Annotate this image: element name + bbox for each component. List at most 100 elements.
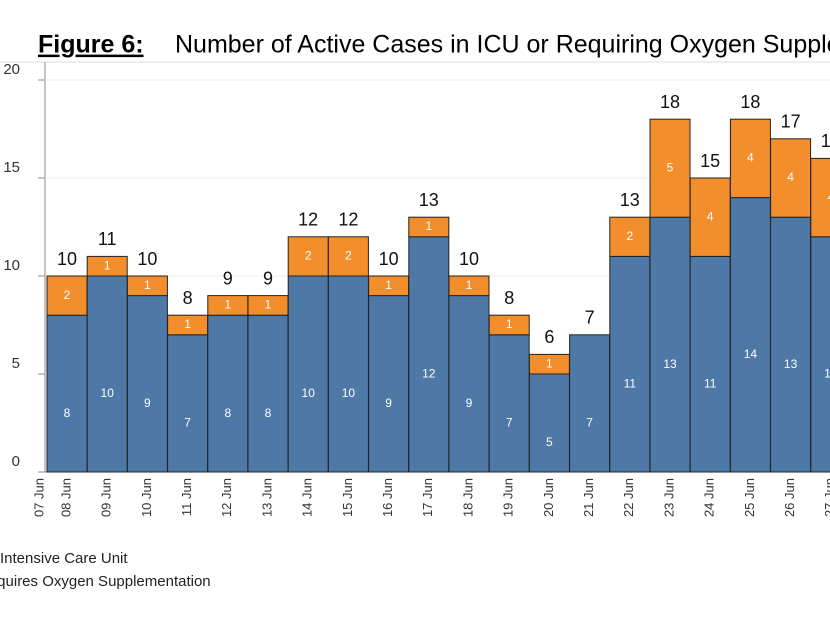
bar-segment <box>729 197 771 473</box>
segment-label: 9 <box>466 396 473 410</box>
y-tick-label: 15 <box>3 159 20 176</box>
segment-label: 1 <box>104 258 111 272</box>
bar-segment <box>528 373 570 473</box>
segment-label: 2 <box>64 288 71 302</box>
x-tick-label: 15 Jun <box>340 478 355 517</box>
bar-segment <box>408 236 450 473</box>
x-tick-label: 07 Jun <box>31 478 46 517</box>
bar-segment <box>86 275 128 473</box>
bar-segment <box>569 334 611 473</box>
x-tick-label: 20 Jun <box>541 478 556 517</box>
x-tick-label: 23 Jun <box>661 478 676 517</box>
chart-title: Number of Active Cases in ICU or Requiri… <box>175 31 830 59</box>
x-tick-label: 17 Jun <box>420 478 435 517</box>
x-tick-label: 22 Jun <box>621 478 636 517</box>
segment-label: 7 <box>586 416 593 430</box>
bar-segment <box>729 118 771 199</box>
y-tick-label: 10 <box>3 257 20 274</box>
y-tick-label: 0 <box>12 453 20 470</box>
x-tick-label: 09 Jun <box>99 478 114 517</box>
bar-segment <box>287 275 329 473</box>
segment-label: 13 <box>663 357 677 371</box>
total-label: 13 <box>419 190 439 210</box>
segment-label: 8 <box>224 406 231 420</box>
legend-label: Requires Oxygen Supplementation <box>0 573 211 590</box>
bar-segment <box>167 334 209 473</box>
x-tick-label: 25 Jun <box>742 478 757 517</box>
segment-label: 11 <box>624 376 637 390</box>
bar-segment <box>770 138 812 218</box>
segment-label: 11 <box>704 376 717 390</box>
segment-label: 10 <box>101 386 115 400</box>
segment-label: 1 <box>184 317 191 331</box>
bar-segment <box>126 275 168 297</box>
x-tick-label: 14 Jun <box>300 478 315 517</box>
total-label: 16 <box>821 131 830 151</box>
x-tick-label: 12 Jun <box>219 478 234 517</box>
segment-label: 14 <box>744 347 758 361</box>
segment-label: 4 <box>747 151 754 165</box>
bar-segment <box>649 216 691 473</box>
total-label: 10 <box>379 249 399 269</box>
segment-label: 1 <box>506 317 513 331</box>
segment-label: 9 <box>385 396 392 410</box>
bar-segment <box>247 314 289 473</box>
segment-label: 5 <box>667 160 674 174</box>
total-label: 12 <box>298 210 318 230</box>
bar-segment <box>689 177 731 257</box>
segment-label: 8 <box>64 406 71 420</box>
total-label: 15 <box>700 151 720 171</box>
bar-segment <box>488 334 530 473</box>
x-tick-label: 19 Jun <box>501 478 516 517</box>
total-label: 10 <box>459 249 479 269</box>
segment-label: 2 <box>305 249 312 263</box>
x-tick-label: 21 Jun <box>581 478 596 517</box>
legend-label: Intensive Care Unit <box>0 550 128 567</box>
bar-segment <box>770 216 812 473</box>
total-label: 18 <box>660 92 680 112</box>
total-label: 9 <box>223 268 233 288</box>
total-label: 11 <box>98 229 117 249</box>
bar-segment <box>86 255 128 277</box>
segment-label: 12 <box>422 367 436 381</box>
segment-label: 4 <box>827 190 830 204</box>
x-tick-label: 18 Jun <box>460 478 475 517</box>
bar-segment <box>448 275 490 297</box>
segment-label: 1 <box>265 298 272 312</box>
segment-label: 10 <box>342 386 356 400</box>
bar-segment <box>327 275 369 473</box>
segment-label: 8 <box>265 406 272 420</box>
bar-segment <box>609 255 651 473</box>
y-tick-label: 20 <box>3 61 20 78</box>
total-label: 8 <box>183 288 193 308</box>
total-label: 12 <box>338 210 358 230</box>
segment-label: 7 <box>184 416 191 430</box>
bar-segment <box>46 314 88 473</box>
bar-segment <box>448 295 490 473</box>
segment-label: 4 <box>787 170 794 184</box>
x-tick-label: 26 Jun <box>782 478 797 517</box>
bar-segment <box>46 275 88 316</box>
bar-segment <box>368 295 410 473</box>
bar-segment <box>810 236 830 473</box>
segment-label: 1 <box>144 278 151 292</box>
segment-label: 9 <box>144 396 151 410</box>
bar-segment <box>408 216 450 238</box>
segment-label: 1 <box>385 278 392 292</box>
segment-label: 5 <box>546 435 553 449</box>
segment-label: 4 <box>707 209 714 223</box>
bar-segment <box>488 314 530 336</box>
bar-segment <box>810 157 830 238</box>
bar-segment <box>649 118 691 218</box>
segment-label: 1 <box>466 278 473 292</box>
x-tick-label: 24 Jun <box>702 478 717 517</box>
x-tick-label: 13 Jun <box>259 478 274 517</box>
total-label: 18 <box>740 92 760 112</box>
total-label: 13 <box>620 190 640 210</box>
segment-label: 1 <box>224 298 231 312</box>
total-label: 8 <box>504 288 514 308</box>
title-prefix: Figure 6: <box>38 31 144 59</box>
segment-label: 2 <box>626 229 633 243</box>
segment-label: 1 <box>425 219 432 233</box>
